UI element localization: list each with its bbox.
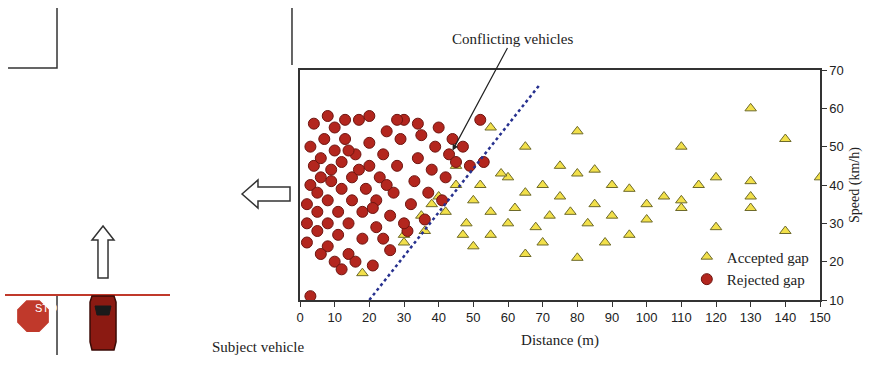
svg-text:140: 140 — [774, 310, 796, 325]
svg-text:10: 10 — [327, 310, 341, 325]
svg-text:Conflicting vehicles: Conflicting vehicles — [452, 31, 573, 47]
svg-text:50: 50 — [829, 139, 843, 154]
svg-text:70: 70 — [829, 63, 843, 78]
svg-text:40: 40 — [431, 310, 445, 325]
svg-text:0: 0 — [296, 310, 303, 325]
svg-text:Rejected gap: Rejected gap — [727, 272, 805, 288]
svg-text:120: 120 — [705, 310, 727, 325]
svg-text:Distance (m): Distance (m) — [521, 332, 599, 349]
svg-text:150: 150 — [809, 310, 831, 325]
svg-text:90: 90 — [605, 310, 619, 325]
svg-text:110: 110 — [671, 310, 692, 325]
svg-text:70: 70 — [535, 310, 549, 325]
svg-text:30: 30 — [397, 310, 411, 325]
svg-text:20: 20 — [829, 254, 843, 269]
svg-text:Speed (km/h): Speed (km/h) — [847, 147, 863, 223]
svg-text:50: 50 — [466, 310, 480, 325]
svg-text:Subject vehicle: Subject vehicle — [212, 339, 304, 355]
svg-text:Accepted gap: Accepted gap — [727, 250, 809, 266]
svg-text:130: 130 — [740, 310, 762, 325]
svg-text:30: 30 — [829, 216, 843, 231]
svg-text:STOP: STOP — [35, 302, 65, 314]
svg-text:80: 80 — [570, 310, 584, 325]
svg-text:40: 40 — [829, 178, 843, 193]
svg-text:100: 100 — [636, 310, 658, 325]
svg-text:10: 10 — [829, 293, 843, 308]
svg-text:60: 60 — [829, 101, 843, 116]
svg-text:20: 20 — [362, 310, 376, 325]
svg-text:60: 60 — [501, 310, 515, 325]
